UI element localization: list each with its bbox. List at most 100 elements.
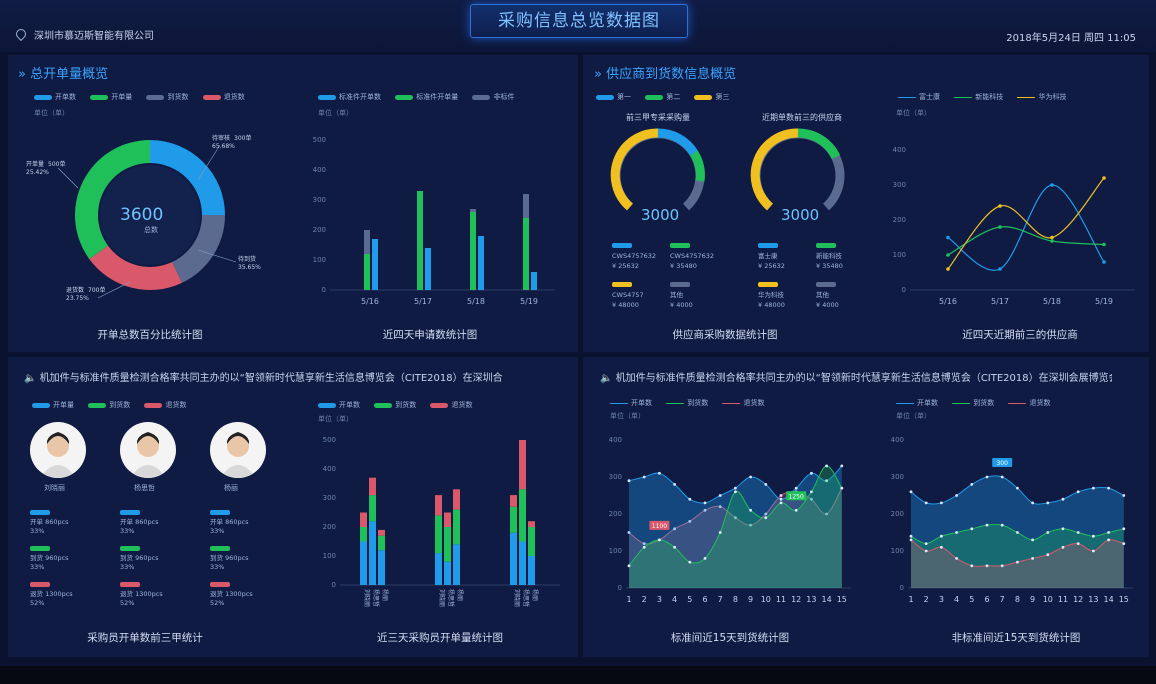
legend-item: 开单量 xyxy=(53,401,74,409)
buyers-caption-left: 采购员开单数前三甲统计 xyxy=(87,632,203,644)
bar-segment xyxy=(369,477,376,496)
donut-slice xyxy=(74,140,150,260)
data-point xyxy=(970,483,974,486)
item-name: 华为科技 xyxy=(758,291,784,299)
data-point xyxy=(1102,242,1106,247)
line-legend: 富士康 新能科技 华为科技 xyxy=(898,92,1078,102)
data-point xyxy=(985,564,989,568)
x-tick-label: 10 xyxy=(761,595,771,604)
data-point xyxy=(627,564,631,568)
data-point xyxy=(734,490,737,494)
y-tick-label: 100 xyxy=(891,547,904,555)
data-point xyxy=(1076,542,1080,545)
stat-pct: 33% xyxy=(120,563,135,571)
y-tick-label: 200 xyxy=(891,510,904,518)
buyer-avatar xyxy=(120,422,176,478)
pie-label-value: 300单 xyxy=(234,134,251,142)
legend-item: 非标件 xyxy=(493,93,515,101)
data-point xyxy=(1092,486,1095,490)
legend-item: 开单量 xyxy=(111,93,133,101)
data-point xyxy=(940,534,943,538)
y-tick-label: 400 xyxy=(893,146,906,154)
legend-item: 到货数 xyxy=(973,399,995,407)
item-value: ¥ 4000 xyxy=(816,301,839,309)
callout-box xyxy=(786,491,807,501)
pie-legend: 开单数 开单量 到货数 退货数 xyxy=(34,92,257,102)
data-point xyxy=(1107,531,1110,534)
bar-segment xyxy=(453,489,460,510)
data-point xyxy=(718,531,722,534)
y-tick-label: 400 xyxy=(609,436,622,444)
series-line xyxy=(947,226,1105,256)
item-value: ¥ 25632 xyxy=(612,262,639,270)
item-swatch xyxy=(758,282,778,287)
donut-center-label: 总数 xyxy=(144,225,158,234)
stat-text: 到货 960pcs 33% xyxy=(30,554,69,572)
legend-item: 到货数 xyxy=(687,399,709,407)
area-left-caption: 标准间近15天到货统计图 xyxy=(670,632,790,644)
y-tick-label: 300 xyxy=(893,181,906,189)
stack-caption: 近三天采购员开单量统计图 xyxy=(377,632,503,644)
data-point xyxy=(955,494,958,497)
panel-quality-title: 🔈 机加件与标准件质量检测合格率共同主办的以“智领新时代慧享新生活信息博览会（C… xyxy=(600,369,1112,384)
y-tick-label: 0 xyxy=(322,286,326,294)
legend-item: 开单数 xyxy=(917,399,938,407)
x-tick-label: 5/18 xyxy=(467,297,485,306)
company-label: 深圳市慕迈斯智能有限公司 xyxy=(34,31,154,42)
data-point xyxy=(825,479,828,483)
x-tick-label: 5/16 xyxy=(939,297,957,306)
x-tick-label: 刘晓丽 xyxy=(438,589,446,607)
y-tick-label: 200 xyxy=(313,226,326,234)
x-tick-label: 4 xyxy=(954,595,959,604)
series-line xyxy=(947,184,1105,271)
pie-label-name: 开单量 xyxy=(26,160,44,168)
bar-segment xyxy=(378,550,385,585)
bar xyxy=(364,230,370,254)
donut-slice xyxy=(150,140,225,215)
data-point xyxy=(718,505,722,508)
bar-segment xyxy=(378,529,385,536)
donut-slice xyxy=(89,245,182,290)
y-tick-label: 500 xyxy=(313,136,326,144)
stack-legend: 开单数 到货数 退货数 xyxy=(318,400,484,410)
data-point xyxy=(734,516,737,520)
x-tick-label: 6 xyxy=(702,595,707,604)
data-point xyxy=(1107,486,1110,490)
data-point xyxy=(1092,549,1095,553)
data-point xyxy=(703,501,707,505)
buyer-name: 刘晓丽 xyxy=(44,484,65,492)
stat-text: 退货 1300pcs 52% xyxy=(210,590,253,608)
bar xyxy=(523,194,529,218)
legend-item: 开单数 xyxy=(339,401,360,409)
pie-unit: 单位（单） xyxy=(34,109,69,117)
item-value: ¥ 48000 xyxy=(612,301,639,309)
y-tick-label: 100 xyxy=(323,552,336,560)
bar xyxy=(372,239,378,290)
bar-segment xyxy=(378,535,385,551)
callout-label: 1250 xyxy=(789,493,804,500)
y-tick-label: 400 xyxy=(891,436,904,444)
overview-title-text: 总开单量概览 xyxy=(30,67,109,82)
data-point xyxy=(924,549,928,553)
legend-item: 开单数 xyxy=(631,399,652,407)
panel-supplier xyxy=(583,55,1149,352)
item-value: ¥ 48000 xyxy=(758,301,785,309)
x-tick-label: 3 xyxy=(657,595,662,604)
data-point xyxy=(688,560,692,564)
y-tick-label: 0 xyxy=(618,584,622,592)
stat-text: 到货 960pcs 33% xyxy=(210,554,249,572)
bar xyxy=(425,248,431,290)
x-tick-label: 5 xyxy=(969,595,974,604)
company-name: 深圳市慕迈斯智能有限公司 xyxy=(13,26,154,42)
data-point xyxy=(1046,553,1050,557)
pie-label-name: 待到货 xyxy=(238,255,256,263)
data-point xyxy=(1000,523,1004,527)
x-tick-label: 12 xyxy=(1073,595,1083,604)
bar-segment xyxy=(435,553,442,585)
donut-slice xyxy=(172,215,225,283)
data-point xyxy=(1107,538,1110,542)
x-tick-label: 7 xyxy=(1000,595,1005,604)
buyer-name: 杨思哲 xyxy=(134,484,155,492)
panel-overview-title: » 总开单量概览 xyxy=(18,67,109,82)
data-point xyxy=(1102,176,1106,180)
